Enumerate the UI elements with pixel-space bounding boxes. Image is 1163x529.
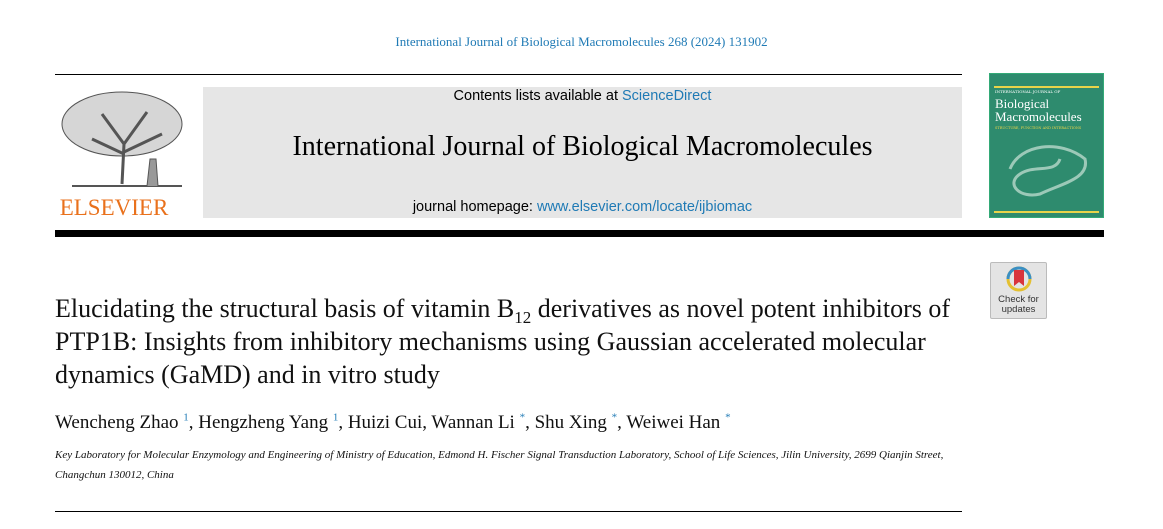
author[interactable]: Huizi Cui xyxy=(347,412,423,433)
journal-title: International Journal of Biological Macr… xyxy=(292,131,873,162)
cover-overline: INTERNATIONAL JOURNAL OF xyxy=(995,89,1061,94)
article-title: Elucidating the structural basis of vita… xyxy=(55,292,965,391)
check-for-updates-button[interactable]: Check for updates xyxy=(990,262,1047,319)
author[interactable]: Shu Xing * xyxy=(534,411,618,433)
cover-title-2: Macromolecules xyxy=(995,109,1082,124)
check-line2: updates xyxy=(1001,304,1036,315)
cover-subtitle: STRUCTURE, FUNCTION AND INTERACTIONS xyxy=(995,126,1082,130)
bookmark-icon xyxy=(1006,266,1031,292)
author[interactable]: Wannan Li * xyxy=(431,411,526,433)
journal-cover[interactable]: INTERNATIONAL JOURNAL OF Biological Macro… xyxy=(989,73,1104,218)
divider xyxy=(55,74,962,75)
author-list: Wencheng Zhao 1, Hengzheng Yang 1, Huizi… xyxy=(55,411,731,433)
title-part2: derivatives as novel potent inhibitors o… xyxy=(55,294,951,389)
author[interactable]: Wencheng Zhao 1 xyxy=(55,411,189,433)
author[interactable]: Weiwei Han * xyxy=(626,411,731,433)
journal-citation[interactable]: International Journal of Biological Macr… xyxy=(395,34,768,49)
affiliation: Key Laboratory for Molecular Enzymology … xyxy=(55,449,944,481)
homepage-prefix: journal homepage: xyxy=(412,199,537,215)
contents-line: Contents lists available at ScienceDirec… xyxy=(203,87,962,105)
elsevier-tree-logo xyxy=(61,91,183,187)
sciencedirect-link[interactable]: ScienceDirect xyxy=(622,88,712,104)
contents-prefix: Contents lists available at xyxy=(453,88,622,104)
header-rule xyxy=(55,230,1104,237)
homepage-line: journal homepage: www.elsevier.com/locat… xyxy=(203,198,962,216)
check-line1: Check for xyxy=(998,294,1039,305)
article-header: Elucidating the structural basis of vita… xyxy=(55,292,965,485)
journal-banner: Contents lists available at ScienceDirec… xyxy=(203,87,962,218)
title-subscript: 12 xyxy=(514,308,532,328)
homepage-link[interactable]: www.elsevier.com/locate/ijbiomac xyxy=(536,199,753,215)
divider xyxy=(55,511,962,512)
author[interactable]: Hengzheng Yang 1 xyxy=(198,411,339,433)
cover-title-1: Biological xyxy=(995,96,1050,111)
elsevier-wordmark: ELSEVIER xyxy=(59,195,169,220)
title-part1: Elucidating the structural basis of vita… xyxy=(55,294,515,323)
protein-structure-image xyxy=(1008,145,1087,197)
